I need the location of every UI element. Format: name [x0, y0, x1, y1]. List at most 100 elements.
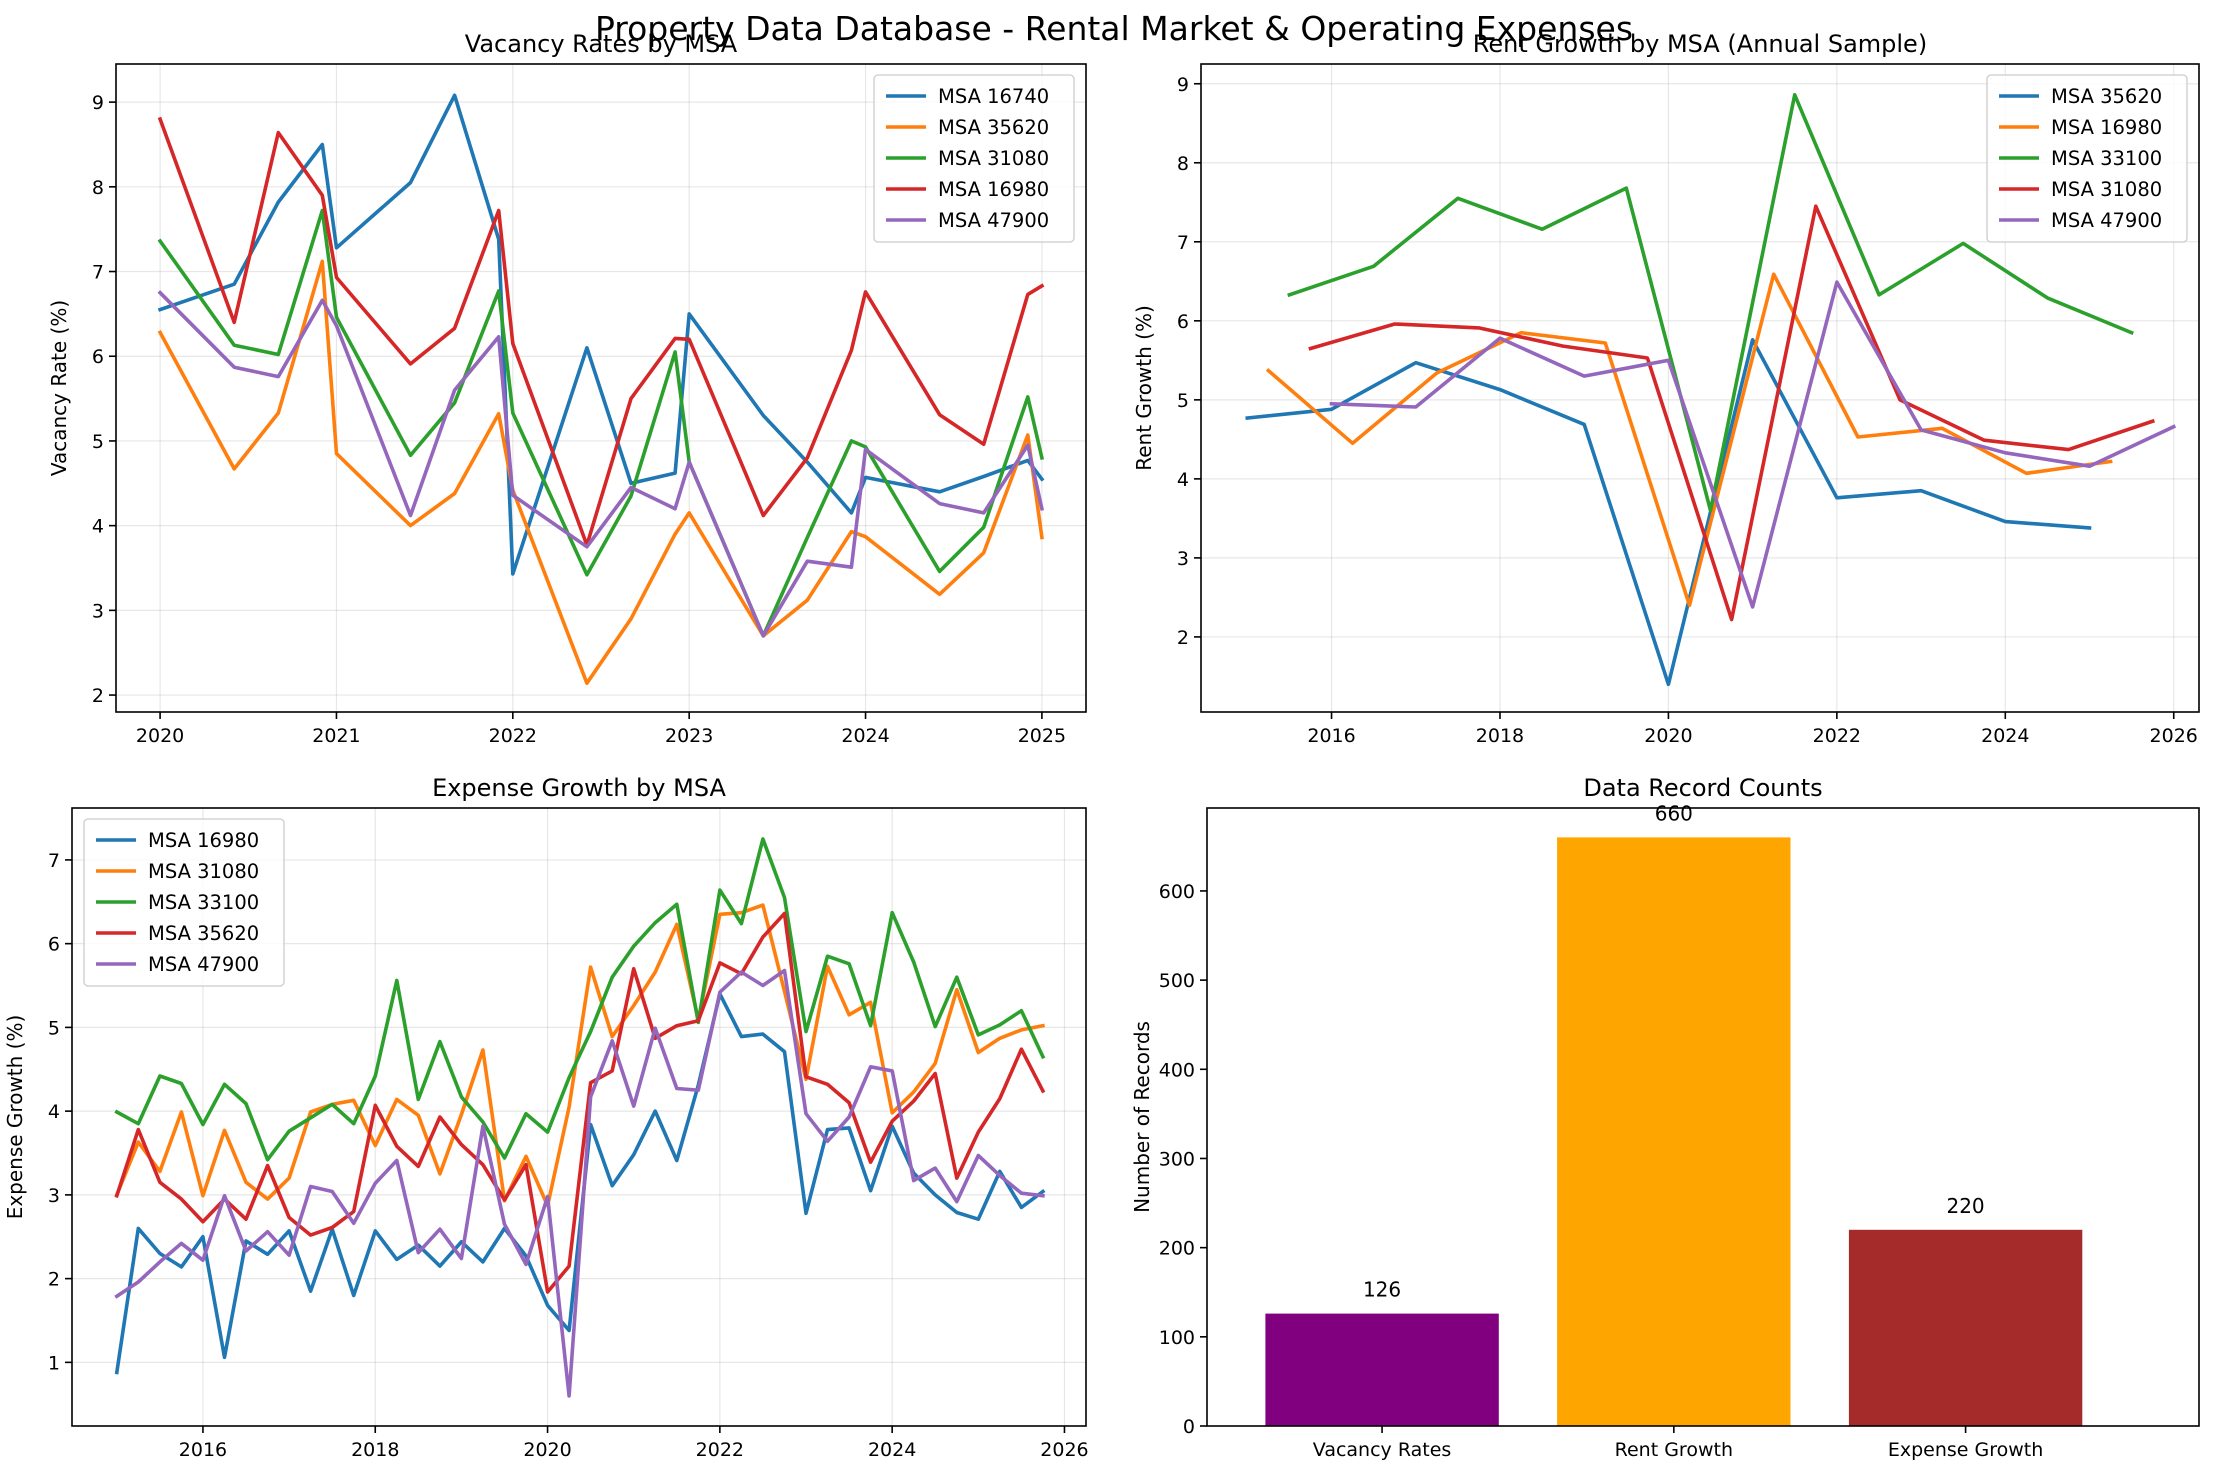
y-axis-label: Expense Growth (%): [3, 1015, 27, 1220]
y-tick: 9: [92, 92, 116, 114]
legend-label: MSA 47900: [2051, 209, 2162, 232]
series-line-msa-33100: [1287, 93, 2134, 513]
y-tick: 500: [1159, 970, 1207, 992]
gridlines: [116, 64, 1086, 712]
y-tick-label: 9: [92, 92, 104, 114]
y-tick-label: 100: [1159, 1327, 1195, 1349]
legend-item: MSA 16980: [96, 829, 259, 852]
chart-rent: Rent Growth by MSA (Annual Sample) Rent G…: [1132, 30, 2200, 747]
series-line-msa-47900: [1329, 280, 2177, 609]
y-axis-label: Number of Records: [1130, 1021, 1154, 1213]
series-line-msa-31080: [157, 208, 1045, 638]
x-tick-label: 2026: [2150, 725, 2198, 747]
y-tick-label: 2: [92, 685, 104, 707]
legend-item: MSA 35620: [1999, 85, 2162, 108]
legend-item: MSA 47900: [886, 209, 1049, 232]
y-tick: 2: [1177, 627, 1201, 649]
y-tick-label: 500: [1159, 970, 1195, 992]
series-line-msa-33100: [114, 837, 1046, 1162]
legend-item: MSA 47900: [1999, 209, 2162, 232]
legend-item: MSA 47900: [96, 953, 259, 976]
y-tick-label: 8: [1177, 153, 1189, 175]
y-tick-label: 7: [48, 850, 60, 872]
y-tick-label: 6: [1177, 311, 1189, 333]
bar-value-label: 220: [1946, 1194, 1984, 1218]
y-tick-label: 6: [48, 934, 60, 956]
bar-rent-growth: [1557, 837, 1791, 1426]
legend-label: MSA 35620: [148, 922, 259, 945]
x-tick: 2020: [136, 712, 184, 747]
legend-frame: [1986, 74, 2188, 243]
y-tick: 3: [1177, 548, 1201, 570]
y-tick-label: 4: [1177, 469, 1189, 491]
y-axis-label: Vacancy Rate (%): [47, 300, 71, 476]
y-tick: 6: [1177, 311, 1201, 333]
series-line-msa-35620: [157, 259, 1044, 686]
x-tick: 2024: [868, 1426, 916, 1461]
legend-item: MSA 16980: [1999, 116, 2162, 139]
x-tick-label: 2022: [1813, 725, 1861, 747]
y-tick: 600: [1159, 881, 1207, 903]
x-tick: 2020: [523, 1426, 572, 1461]
chart-title: Expense Growth by MSA: [432, 774, 726, 802]
x-tick-label: 2020: [136, 725, 184, 747]
x-tick-label: 2024: [1981, 725, 2029, 747]
y-tick-label: 3: [48, 1185, 60, 1207]
y-tick-label: 2: [48, 1269, 60, 1291]
x-tick-label: 2024: [841, 725, 889, 747]
y-tick: 7: [48, 850, 72, 872]
bar-value-label: 126: [1363, 1278, 1401, 1302]
x-tick-label: 2018: [1476, 725, 1524, 747]
legend: MSA 35620 MSA 16980 MSA 33100 MSA 31080 MSA …: [1986, 74, 2188, 243]
y-tick-label: 1: [48, 1352, 60, 1374]
legend-label: MSA 16980: [2051, 116, 2162, 139]
legend-item: MSA 16740: [886, 85, 1049, 108]
gridlines: [1201, 64, 2199, 712]
series-line-msa-31080: [114, 903, 1046, 1208]
series-line-msa-35620: [1245, 337, 2092, 687]
chart-title: Rent Growth by MSA (Annual Sample): [1473, 30, 1927, 58]
x-tick-label: Expense Growth: [1888, 1439, 2043, 1461]
y-tick: 4: [1177, 469, 1201, 491]
x-tick: 2022: [489, 712, 537, 747]
y-tick: 9: [1177, 74, 1201, 96]
legend-item: MSA 35620: [886, 116, 1049, 139]
series-line-msa-47900: [114, 968, 1045, 1398]
legend-label: MSA 33100: [148, 891, 259, 914]
y-tick-label: 2: [1177, 627, 1189, 649]
x-tick-label: 2016: [1307, 725, 1355, 747]
y-tick: 6: [92, 346, 116, 368]
x-tick: 2023: [665, 712, 713, 747]
x-tick: 2026: [1040, 1426, 1089, 1461]
chart-records: Data Record Counts Number of Records 0 100 2…: [1130, 774, 2200, 1461]
x-tick: 2022: [696, 1426, 744, 1461]
y-tick-label: 300: [1159, 1148, 1195, 1170]
y-tick: 8: [92, 177, 116, 199]
y-tick-label: 200: [1159, 1238, 1195, 1260]
y-tick-label: 7: [1177, 232, 1189, 254]
x-tick: 2018: [1476, 712, 1524, 747]
y-tick-label: 4: [92, 516, 104, 538]
y-tick: 7: [92, 262, 116, 284]
y-tick: 7: [1177, 232, 1201, 254]
y-tick: 4: [48, 1101, 72, 1123]
legend-label: MSA 47900: [148, 953, 259, 976]
legend-label: MSA 31080: [938, 147, 1049, 170]
x-tick-label: 2022: [489, 725, 537, 747]
axes-frame: [1200, 63, 2200, 713]
legend: MSA 16740 MSA 35620 MSA 31080 MSA 16980 MSA …: [873, 74, 1075, 243]
x-tick-label: 2020: [1644, 725, 1692, 747]
legend-label: MSA 31080: [2051, 178, 2162, 201]
axes-frame: [1206, 807, 2200, 1427]
y-tick-label: 0: [1183, 1416, 1195, 1438]
y-tick-label: 3: [1177, 548, 1189, 570]
y-tick: 0: [1183, 1416, 1207, 1438]
series-line-msa-47900: [157, 290, 1045, 638]
x-tick: 2021: [312, 712, 361, 747]
y-tick: 4: [92, 516, 116, 538]
y-tick: 300: [1159, 1148, 1207, 1170]
legend-item: MSA 35620: [96, 922, 259, 945]
x-tick: 2020: [1644, 712, 1693, 747]
x-tick: Rent Growth: [1615, 1426, 1733, 1461]
